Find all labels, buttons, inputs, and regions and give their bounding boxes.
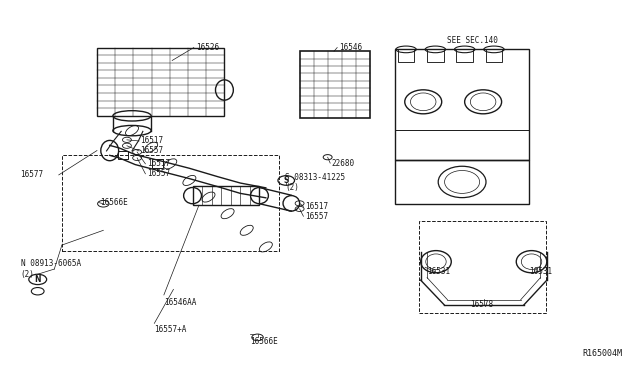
Text: N 08913-6065A
(2): N 08913-6065A (2) xyxy=(20,259,81,279)
Text: 16578: 16578 xyxy=(470,300,493,310)
Text: 16531: 16531 xyxy=(529,267,552,276)
Text: R165004M: R165004M xyxy=(582,349,623,358)
Bar xyxy=(419,221,546,313)
Text: SEE SEC.140: SEE SEC.140 xyxy=(447,36,499,45)
Bar xyxy=(456,49,473,62)
Text: 16546AA: 16546AA xyxy=(164,298,196,307)
Bar xyxy=(300,51,370,118)
Bar xyxy=(395,130,529,160)
Bar xyxy=(427,49,444,62)
Text: 22680: 22680 xyxy=(332,158,355,168)
Text: 16531: 16531 xyxy=(427,267,450,276)
Text: N: N xyxy=(35,275,41,284)
Bar xyxy=(62,155,278,251)
Text: 16557: 16557 xyxy=(147,169,170,178)
Text: 16557: 16557 xyxy=(305,212,328,221)
Bar xyxy=(397,49,414,62)
Text: S 08313-41225
(2): S 08313-41225 (2) xyxy=(285,173,345,192)
Text: 16557+A: 16557+A xyxy=(154,325,187,334)
Bar xyxy=(152,160,163,167)
Text: 16546: 16546 xyxy=(339,43,362,52)
Text: 16566E: 16566E xyxy=(100,198,128,207)
Text: S: S xyxy=(284,176,289,185)
Bar xyxy=(395,49,529,160)
Bar xyxy=(97,48,225,116)
Bar xyxy=(193,186,259,205)
Bar xyxy=(486,49,502,62)
Text: 16526: 16526 xyxy=(196,43,219,52)
Text: 16517: 16517 xyxy=(147,159,170,169)
Bar xyxy=(395,160,529,204)
Text: 16557: 16557 xyxy=(140,147,163,155)
Text: 16577: 16577 xyxy=(20,170,44,179)
Text: 16566E: 16566E xyxy=(250,337,278,346)
Text: 16517: 16517 xyxy=(140,137,163,145)
Text: 16517: 16517 xyxy=(305,202,328,211)
Bar xyxy=(118,151,128,159)
